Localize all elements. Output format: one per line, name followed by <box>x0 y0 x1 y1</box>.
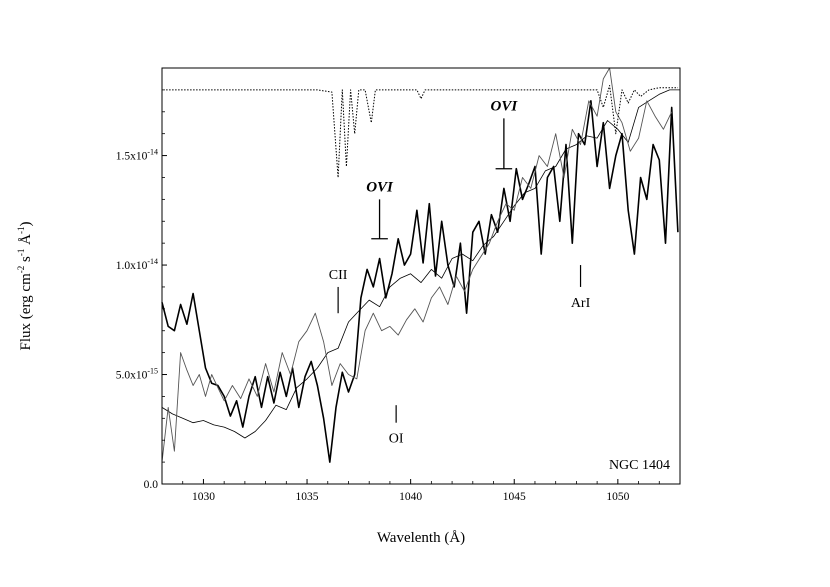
plot-frame <box>161 67 681 485</box>
x-tick-label: 1045 <box>503 491 526 503</box>
x-tick-label: 1030 <box>192 491 215 503</box>
y-axis-title: Flux (erg cm-2 s-1 Å-1) <box>16 222 34 351</box>
series-line-dotted-top <box>166 85 678 178</box>
y-tick-label: 5.0x10-15 <box>116 367 158 382</box>
ion-marker-label: OVI <box>366 179 394 195</box>
y-tick-label: 1.0x10-14 <box>116 257 158 272</box>
series-layer <box>161 67 680 463</box>
line-marker-label: ArI <box>571 296 591 311</box>
series-line-gray <box>161 67 673 463</box>
series-line-thick-black <box>161 100 679 463</box>
marker-layer: CII OI ArI OVI OVI <box>329 98 591 446</box>
line-marker-label: OI <box>389 432 404 447</box>
ion-marker-label: OVI <box>491 98 519 114</box>
y-tick-label: 1.5x10-14 <box>116 148 158 163</box>
x-tick-label: 1040 <box>399 491 422 503</box>
x-tick-label: 1050 <box>606 491 629 503</box>
y-tick-label: 0.0 <box>144 479 159 491</box>
panel-annotation: NGC 1404 <box>609 458 670 473</box>
series-line-thin-black <box>161 89 680 439</box>
line-marker-label: CII <box>329 268 348 283</box>
x-tick-label: 1035 <box>296 491 319 503</box>
x-axis-title: Wavelenth (Å) <box>377 530 465 546</box>
